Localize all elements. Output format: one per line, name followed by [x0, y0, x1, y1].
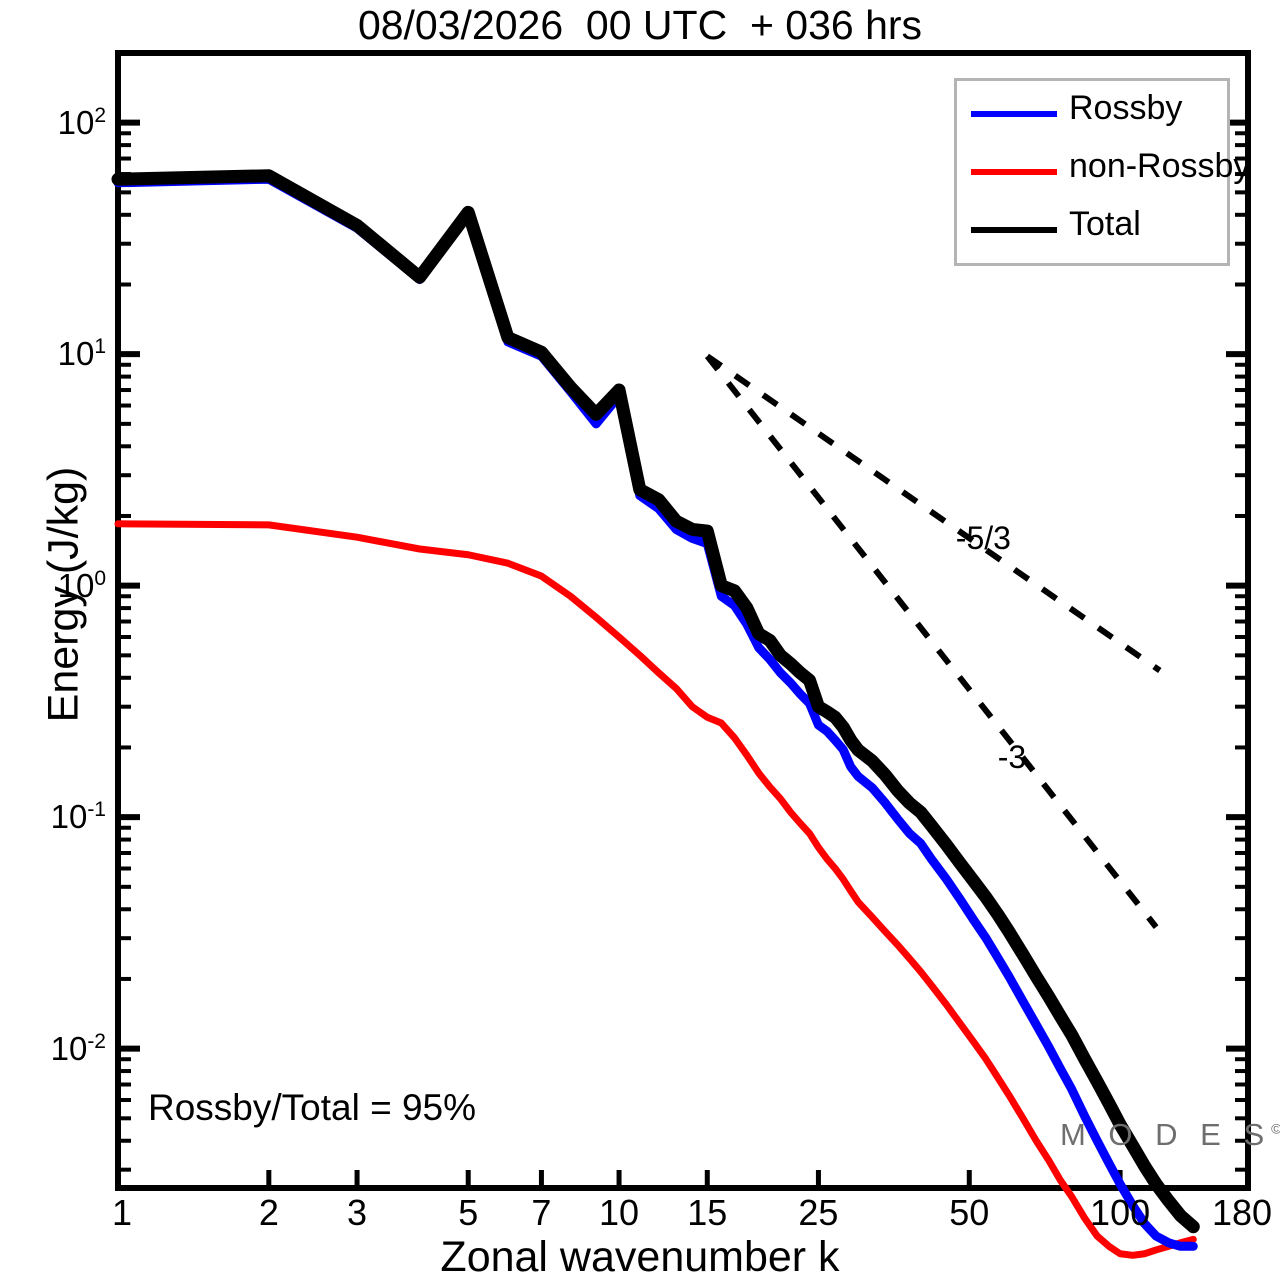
legend-entry-non-rossby: non-Rossby [957, 147, 1250, 197]
x-tick-label: 180 [1211, 1192, 1273, 1233]
x-tick-label: 1 [111, 1192, 133, 1233]
y-tick-label: 102 [57, 103, 106, 141]
y-tick-label: 101 [57, 335, 106, 373]
x-tick-label: 25 [798, 1192, 839, 1233]
x-tick-label: 100 [1090, 1192, 1151, 1233]
legend: Rossby non-Rossby Total [954, 78, 1250, 266]
slope-annotation-five-thirds: -5/3 [955, 519, 1011, 556]
legend-swatch-total [971, 227, 1057, 233]
legend-label-non-rossby: non-Rossby [1069, 147, 1251, 185]
chart-title: 08/03/2026 00 UTC + 036 hrs [357, 2, 923, 48]
x-tick-label: 50 [949, 1192, 990, 1233]
y-tick-label: 10-2 [50, 1029, 106, 1067]
legend-entry-total: Total [957, 205, 1227, 255]
legend-entry-rossby: Rossby [957, 89, 1227, 139]
x-tick-label: 10 [599, 1192, 640, 1233]
legend-swatch-non-rossby [971, 169, 1057, 175]
x-tick-label: 5 [458, 1192, 479, 1233]
x-tick-label: 2 [258, 1192, 279, 1233]
rossby-total-ratio-annotation: Rossby/Total = 95% [148, 1087, 477, 1128]
legend-label-rossby: Rossby [1069, 89, 1183, 127]
modes-watermark: M O D E S© [1060, 1117, 1280, 1153]
legend-label-total: Total [1069, 205, 1141, 243]
axis-ticks [115, 51, 1251, 1188]
x-tick-label: 7 [531, 1192, 552, 1233]
x-tick-label: 15 [687, 1192, 728, 1233]
slope-annotation-three: -3 [997, 738, 1027, 775]
y-tick-label: 100 [57, 566, 106, 604]
watermark-text: M O D E S [1060, 1117, 1272, 1152]
data-series-lines [111, 169, 1200, 1259]
x-tick-label: 3 [347, 1192, 368, 1233]
copyright-mark: © [1271, 1120, 1280, 1137]
legend-swatch-rossby [971, 111, 1057, 117]
reference-slope-lines [704, 353, 1162, 929]
x-axis-title: Zonal wavenumber k [440, 1233, 840, 1281]
y-tick-label: 10-1 [50, 798, 106, 836]
